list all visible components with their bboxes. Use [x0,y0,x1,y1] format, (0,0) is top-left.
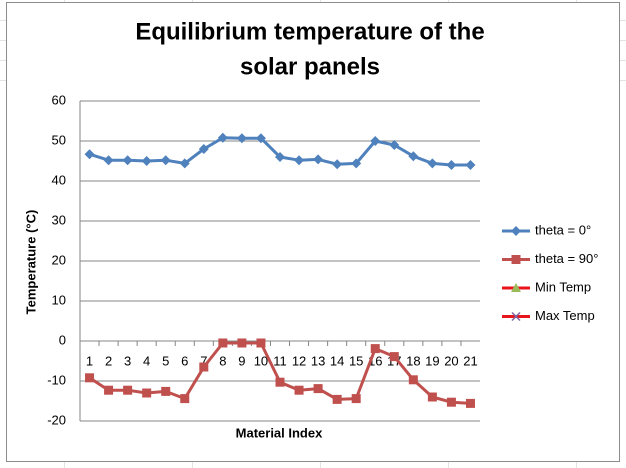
marker [332,394,342,404]
marker [275,377,285,387]
marker [427,158,438,169]
y-tick-label: 60 [52,92,66,107]
y-tick-label: 20 [52,252,66,267]
y-tick-label: 40 [52,172,66,187]
marker [294,155,305,166]
marker [313,154,324,165]
x-tick-label: 21 [463,353,477,368]
x-tick-label: 1 [86,353,93,368]
x-tick-label: 14 [330,353,344,368]
x-tick-label: 10 [254,353,268,368]
y-tick-label: -10 [47,372,66,387]
marker [218,338,228,348]
y-tick-label: 50 [52,132,66,147]
x-tick-label: 18 [406,353,420,368]
chart-title: solar panels [240,53,380,80]
marker [465,398,475,408]
legend-marker [511,283,521,292]
x-tick-label: 19 [425,353,439,368]
marker [103,155,114,166]
marker [161,386,171,396]
marker [142,388,152,398]
marker [160,155,171,166]
marker [332,159,343,170]
x-tick-label: 5 [162,353,169,368]
legend-label: Min Temp [535,279,591,294]
y-tick-label: -20 [47,412,66,427]
chart-title: Equilibrium temperature of the [135,18,484,45]
legend-label: theta = 0° [535,222,591,237]
y-axis-title: Temperature (°C) [23,210,38,315]
x-tick-label: 2 [105,353,112,368]
marker [104,385,114,395]
y-tick-label: 0 [59,332,66,347]
y-tick-label: 30 [52,212,66,227]
marker [389,352,399,362]
x-tick-label: 6 [181,353,188,368]
marker [294,385,304,395]
marker [446,160,457,170]
x-tick-label: 15 [349,353,363,368]
x-tick-label: 20 [444,353,458,368]
marker [370,344,380,354]
marker [199,362,209,372]
x-tick-label: 9 [238,353,245,368]
x-tick-label: 13 [311,353,325,368]
marker [389,140,400,150]
marker [351,158,362,169]
marker [446,397,456,407]
marker [84,149,95,160]
marker [237,338,247,348]
marker [198,144,209,154]
x-tick-label: 8 [219,353,226,368]
marker [256,338,266,348]
legend-marker [511,255,521,264]
marker [408,151,419,162]
marker [351,394,361,404]
legend-label: theta = 90° [535,251,598,266]
marker [313,384,323,394]
marker [217,132,228,143]
marker [236,133,247,144]
x-axis-title: Material Index [236,425,323,440]
x-tick-label: 7 [200,353,207,368]
marker [85,373,95,383]
marker [141,156,152,166]
marker [275,152,285,162]
marker [180,394,190,404]
marker [370,136,381,146]
marker [179,158,190,169]
marker [255,133,266,144]
marker [123,385,133,395]
marker [465,160,476,170]
marker [408,375,418,385]
x-tick-label: 11 [273,353,287,368]
legend-marker [511,226,521,236]
marker [427,392,437,402]
x-tick-label: 4 [143,353,150,368]
x-tick-label: 3 [124,353,131,368]
y-tick-label: 10 [52,292,66,307]
legend-marker [511,311,521,322]
marker [122,155,133,166]
x-tick-label: 12 [292,353,306,368]
legend-label: Max Temp [535,308,595,323]
